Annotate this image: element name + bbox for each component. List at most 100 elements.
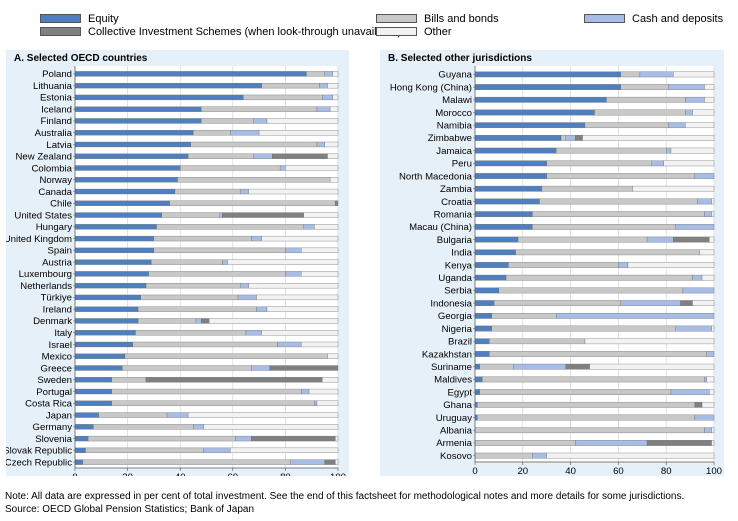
- oecd-category-label: Sweden: [37, 375, 72, 386]
- legend-swatch-cash: [584, 14, 625, 23]
- other-bar-armenia-cash: [575, 440, 648, 446]
- oecd-bar-netherlands-cash: [240, 283, 249, 289]
- oecd-x-tick-label: 20: [122, 472, 133, 476]
- oecd-bar-norway-equity: [74, 177, 178, 183]
- other-bar-uruguay-equity: [474, 414, 478, 421]
- oecd-bar-australia-other: [258, 130, 339, 136]
- oecd-bar-united-states-cis: [222, 212, 304, 218]
- oecd-bar-hungary-bills: [156, 224, 304, 230]
- oecd-category-label: Iceland: [41, 104, 72, 115]
- oecd-bar-slovenia-other: [335, 435, 339, 442]
- other-category-label: Zambia: [440, 184, 473, 195]
- other-category-label: Morocco: [435, 108, 472, 119]
- oecd-bar-finland-equity: [74, 118, 202, 124]
- footnote: Note: All data are expressed in per cent…: [5, 491, 685, 502]
- oecd-bar-slovenia-cis: [251, 435, 336, 442]
- oecd-bar-sweden-cis: [145, 377, 323, 383]
- oecd-bar-estonia-other: [332, 94, 339, 101]
- other-bar-zambia-other: [632, 185, 715, 192]
- other-bar-uganda-cash: [692, 274, 703, 281]
- oecd-bar-united-states-cash: [219, 212, 223, 218]
- other-x-tick-label: 60: [613, 466, 624, 476]
- oecd-bar-ireland-equity: [74, 306, 139, 312]
- oecd-category-label: Latvia: [46, 140, 72, 151]
- other-bar-india-bills: [515, 249, 700, 256]
- oecd-bar-slovak-republic-bills: [85, 447, 205, 453]
- oecd-bar-estonia-cash: [322, 94, 333, 101]
- oecd-bar-czech-republic-cis: [324, 459, 336, 465]
- oecd-bar-finland-cash: [253, 118, 268, 124]
- other-bar-egypt-equity: [474, 389, 480, 395]
- other-x-tick-label: 0: [472, 466, 477, 476]
- other-category-label: Egypt: [447, 387, 472, 398]
- oecd-bar-t-rkiye-equity: [74, 294, 141, 301]
- other-bar-kenya-other: [627, 262, 715, 268]
- other-bar-brazil-bills: [489, 338, 586, 345]
- oecd-bar-lithuania-cash: [319, 83, 328, 89]
- other-bar-brazil-other: [584, 338, 715, 345]
- other-x-tick-label: 20: [517, 466, 528, 476]
- other-bar-jamaica-cash: [666, 147, 672, 154]
- other-bar-croatia-cash: [697, 198, 712, 205]
- oecd-bar-hungary-other: [314, 224, 339, 230]
- oecd-category-label: Czech Republic: [6, 457, 72, 468]
- oecd-x-tick-label: 80: [280, 472, 291, 476]
- oecd-category-label: Luxembourg: [19, 269, 72, 280]
- other-bar-north-macedonia-bills: [546, 173, 696, 179]
- oecd-bar-hungary-equity: [74, 224, 157, 230]
- oecd-bar-israel-other: [301, 341, 339, 348]
- oecd-category-label: Finland: [41, 116, 72, 127]
- oecd-bar-colombia-equity: [74, 165, 181, 171]
- other-category-label: Albania: [440, 426, 473, 437]
- other-bar-maldives-bills: [481, 376, 705, 383]
- oecd-bar-netherlands-equity: [74, 283, 147, 289]
- oecd-bar-hungary-cash: [303, 224, 315, 230]
- oecd-category-label: Japan: [46, 410, 72, 421]
- oecd-category-label: Israel: [49, 340, 72, 351]
- oecd-category-label: Denmark: [33, 316, 72, 327]
- other-category-label: North Macedonia: [399, 171, 473, 182]
- oecd-bar-greece-cash: [251, 365, 270, 371]
- oecd-bar-united-states-bills: [161, 212, 220, 218]
- oecd-bar-italy-equity: [74, 330, 136, 336]
- oecd-bar-germany-cash: [193, 424, 205, 430]
- chart-svg-oecd: PolandLithuaniaEstoniaIcelandFinlandAust…: [6, 66, 346, 476]
- other-bar-bulgaria-cis: [673, 236, 710, 243]
- chart-title-other: B. Selected other jurisdictions: [388, 53, 532, 64]
- oecd-bar-poland-bills: [306, 71, 326, 77]
- other-bar-maldives-other: [706, 376, 715, 383]
- other-bar-guyana-bills: [620, 71, 641, 78]
- other-category-label: Brazil: [448, 337, 472, 348]
- other-bar-albania-cash: [704, 427, 712, 434]
- legend-label-equity: Equity: [88, 13, 119, 25]
- other-category-label: Kenya: [445, 260, 473, 271]
- oecd-bar-united-kingdom-bills: [153, 235, 252, 242]
- oecd-bar-italy-bills: [135, 330, 247, 336]
- oecd-bar-chile-bills: [169, 200, 336, 206]
- other-bar-armenia-bills: [474, 440, 576, 446]
- oecd-bar-latvia-bills: [190, 141, 318, 148]
- oecd-category-label: Lithuania: [33, 81, 73, 92]
- legend-swatch-other: [376, 27, 417, 36]
- oecd-bar-lithuania-other: [327, 83, 339, 89]
- oecd-bar-germany-other: [203, 424, 339, 430]
- other-bar-macau-china-cash: [675, 224, 715, 230]
- oecd-bar-slovenia-cash: [235, 435, 252, 442]
- oecd-bar-luxembourg-bills: [148, 271, 286, 277]
- oecd-x-tick-label: 0: [72, 472, 77, 476]
- oecd-bar-greece-equity: [74, 365, 123, 371]
- oecd-bar-sweden-bills: [111, 377, 147, 383]
- oecd-bar-costa-rica-bills: [111, 400, 315, 406]
- oecd-bar-iceland-other: [329, 106, 339, 112]
- other-category-label: Zimbabwe: [428, 133, 472, 144]
- oecd-bar-slovak-republic-equity: [74, 447, 86, 453]
- other-bar-maldives-cash: [704, 376, 708, 383]
- other-category-label: Kosovo: [440, 451, 472, 462]
- oecd-bar-united-kingdom-cash: [251, 235, 262, 242]
- oecd-bar-austria-cash: [222, 259, 228, 265]
- oecd-bar-united-kingdom-equity: [74, 235, 155, 242]
- oecd-bar-japan-other: [187, 412, 339, 418]
- other-bar-macau-china-bills: [532, 224, 676, 230]
- oecd-category-label: Ireland: [43, 304, 72, 315]
- oecd-bar-lithuania-equity: [74, 83, 262, 89]
